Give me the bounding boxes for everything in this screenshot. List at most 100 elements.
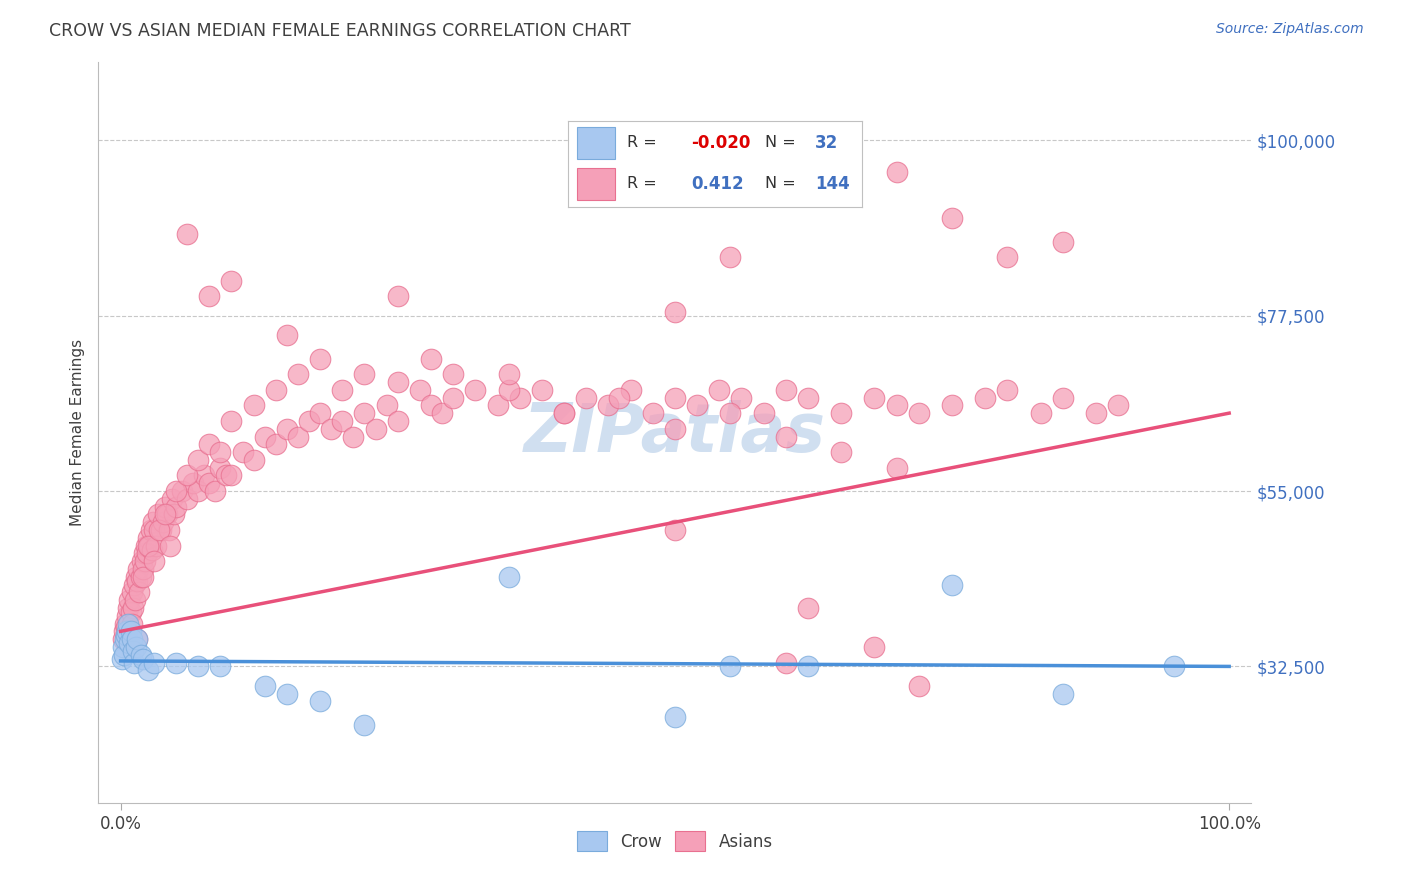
Point (165, 500, 187, 514)
Point (118, 593, 141, 607)
Point (193, 468, 215, 483)
Point (775, 383, 797, 397)
Point (125, 640, 148, 654)
Point (165, 656, 187, 670)
Point (598, 398, 620, 412)
Point (941, 211, 963, 226)
Point (121, 601, 143, 615)
Point (132, 651, 155, 665)
Text: R =: R = (627, 136, 657, 150)
Point (664, 710, 686, 724)
Point (136, 531, 159, 545)
Point (375, 398, 398, 412)
Text: R =: R = (627, 177, 657, 192)
Point (730, 391, 752, 405)
Point (264, 383, 287, 397)
Point (264, 437, 287, 451)
Point (709, 383, 731, 397)
Point (127, 574, 149, 588)
Point (176, 491, 198, 506)
Point (387, 289, 409, 303)
Point (664, 422, 686, 436)
Point (298, 414, 321, 428)
Point (128, 585, 150, 599)
Point (121, 632, 143, 647)
Point (117, 616, 139, 631)
Point (718, 406, 741, 420)
Point (1029, 406, 1052, 420)
Point (1163, 659, 1185, 673)
Point (114, 616, 136, 631)
Point (997, 383, 1019, 397)
Point (907, 679, 929, 693)
Point (120, 605, 142, 619)
Point (118, 636, 141, 650)
Point (125, 570, 148, 584)
Point (129, 570, 152, 584)
Point (420, 351, 443, 366)
Point (387, 414, 409, 428)
Point (115, 628, 138, 642)
Point (353, 367, 375, 381)
Point (127, 632, 149, 647)
Point (664, 523, 686, 537)
Point (121, 616, 143, 631)
Point (664, 305, 686, 319)
Point (441, 367, 464, 381)
Point (420, 398, 443, 412)
Point (127, 562, 149, 576)
Point (132, 562, 155, 576)
Point (141, 542, 163, 557)
Point (287, 429, 309, 443)
Point (498, 383, 520, 397)
Point (752, 406, 775, 420)
Point (309, 406, 332, 420)
Point (321, 422, 343, 436)
Point (530, 383, 553, 397)
Point (176, 227, 198, 241)
Point (886, 398, 908, 412)
Point (974, 391, 997, 405)
Point (409, 383, 432, 397)
Point (886, 164, 908, 178)
Point (342, 429, 364, 443)
Point (156, 508, 179, 522)
Point (136, 663, 159, 677)
Point (117, 601, 139, 615)
Point (1052, 687, 1074, 701)
Point (112, 624, 135, 639)
Point (122, 577, 145, 591)
Point (111, 632, 134, 647)
Point (198, 437, 221, 451)
Point (131, 554, 153, 568)
Point (364, 422, 387, 436)
Point (775, 656, 797, 670)
Point (165, 484, 187, 499)
Point (152, 515, 174, 529)
Point (830, 406, 852, 420)
Point (142, 554, 165, 568)
Point (159, 539, 181, 553)
Point (138, 539, 160, 553)
Point (209, 445, 232, 459)
Point (941, 398, 963, 412)
Point (609, 391, 631, 405)
Point (120, 624, 142, 639)
Point (242, 398, 264, 412)
Point (221, 468, 243, 483)
Point (430, 406, 453, 420)
Bar (576, 168, 614, 200)
Point (718, 250, 741, 264)
Point (287, 367, 309, 381)
Text: N =: N = (765, 177, 796, 192)
Point (1107, 398, 1129, 412)
Point (441, 391, 464, 405)
Point (163, 508, 186, 522)
Point (148, 523, 170, 537)
Point (242, 453, 264, 467)
Point (187, 453, 209, 467)
Point (204, 484, 226, 499)
Point (111, 640, 134, 654)
Point (664, 391, 686, 405)
Point (553, 406, 575, 420)
